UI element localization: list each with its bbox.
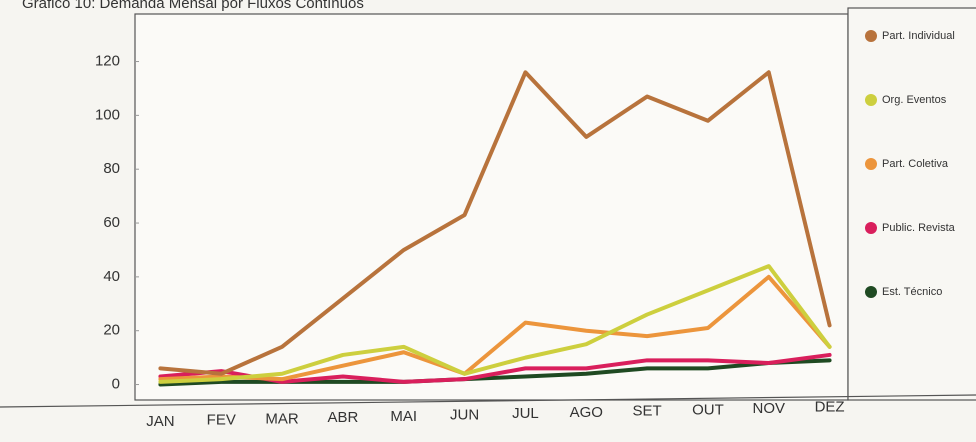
legend-frame <box>847 7 976 401</box>
legend-label: Org. Eventos <box>882 94 947 106</box>
series-line <box>158 70 832 376</box>
x-tick-label: JAN <box>146 413 174 430</box>
series-line <box>158 274 832 382</box>
y-tick-label: 20 <box>103 322 120 339</box>
y-tick-label: 80 <box>103 160 120 177</box>
x-tick-label: MAI <box>390 408 417 425</box>
x-tick-label: JUL <box>512 405 539 422</box>
x-tick-label: ABR <box>327 409 358 426</box>
x-tick-label: NOV <box>752 400 785 417</box>
x-tick-label: JUN <box>450 406 479 423</box>
x-tick-label: AGO <box>570 404 603 421</box>
legend-label: Part. Individual <box>882 30 955 42</box>
legend-marker <box>865 30 877 42</box>
y-tick-label: 120 <box>95 53 120 70</box>
plot-frame <box>134 13 849 401</box>
x-tick-label: MAR <box>265 410 299 427</box>
y-tick-label: 60 <box>103 214 120 231</box>
x-tick-label: FEV <box>207 412 236 429</box>
legend-marker <box>865 286 877 298</box>
axis-line <box>0 394 976 408</box>
chart-title: Gráfico 10: Demanda Mensal por Fluxos Co… <box>22 0 364 12</box>
legend-label: Part. Coletiva <box>882 158 949 170</box>
y-tick-label: 0 <box>112 376 120 393</box>
x-tick-label: SET <box>632 403 661 420</box>
legend-marker <box>865 222 877 234</box>
x-tick-label: OUT <box>692 401 724 418</box>
y-tick-label: 40 <box>103 268 120 285</box>
x-tick-label: DEZ <box>815 399 845 416</box>
legend-label: Public. Revista <box>882 222 956 234</box>
series-line <box>158 264 832 384</box>
y-tick-label: 100 <box>95 106 120 123</box>
legend-marker <box>865 158 877 170</box>
legend-marker <box>865 94 877 106</box>
legend-label: Est. Técnico <box>882 286 942 298</box>
